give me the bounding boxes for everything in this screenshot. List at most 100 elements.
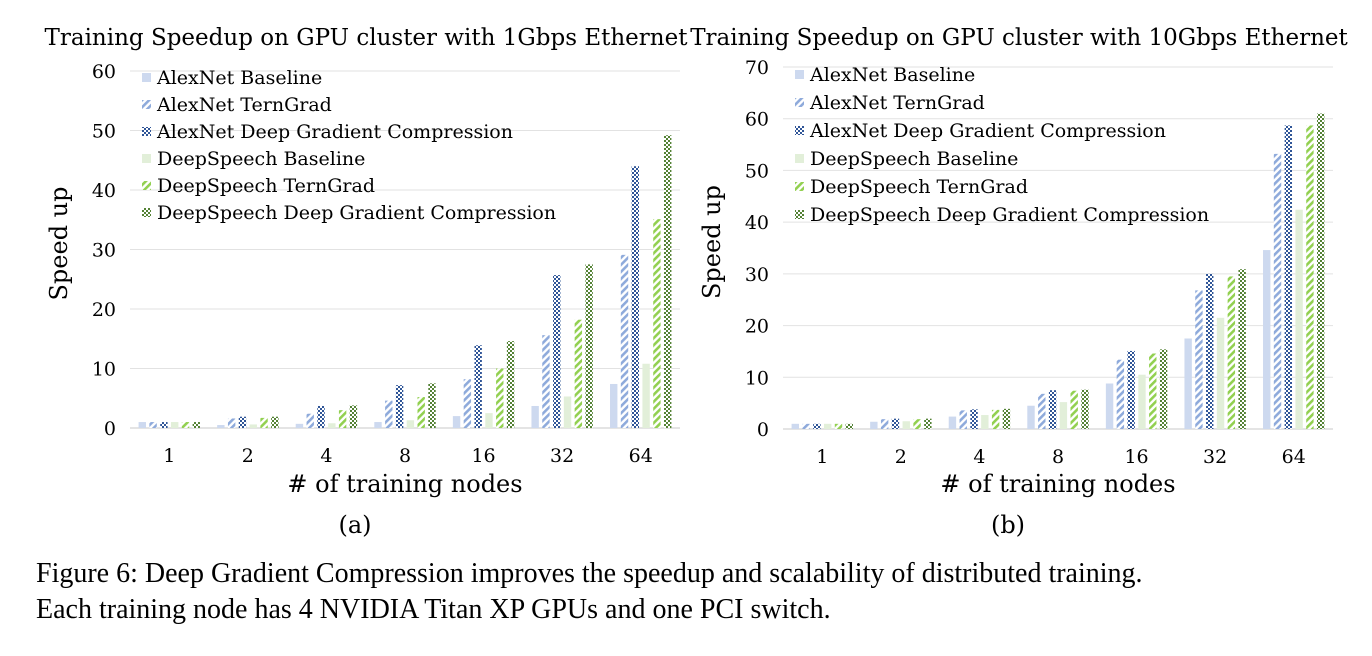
bar <box>485 413 493 428</box>
bar <box>891 418 900 429</box>
bar <box>834 423 843 429</box>
bar <box>406 420 415 428</box>
caption-line-1: Figure 6: Deep Gradient Compression impr… <box>36 558 1143 589</box>
y-tick-label: 10 <box>745 367 769 389</box>
bar <box>1284 125 1293 430</box>
bar <box>1184 338 1192 429</box>
bar <box>1105 383 1114 429</box>
bar <box>1206 273 1214 429</box>
bar <box>542 335 550 428</box>
legend-entry: DeepSpeech Baseline <box>810 148 1018 170</box>
bar <box>474 345 482 428</box>
bar <box>192 422 200 428</box>
legend-swatch <box>795 126 804 135</box>
bar <box>1070 390 1078 429</box>
bar <box>959 410 967 429</box>
bar <box>1059 402 1068 429</box>
bar <box>1081 389 1089 429</box>
bar <box>1138 374 1146 429</box>
bar <box>317 405 325 428</box>
bar <box>338 410 347 428</box>
bar <box>271 416 279 428</box>
bar <box>249 424 257 428</box>
bar <box>880 419 889 429</box>
legend-entry: AlexNet Baseline <box>156 67 322 89</box>
bar <box>610 383 618 428</box>
bar <box>1195 290 1203 429</box>
bar <box>227 418 236 428</box>
y-tick-label: 10 <box>92 359 116 381</box>
bar <box>1127 350 1135 429</box>
legend-swatch <box>142 127 151 136</box>
legend-swatch <box>795 210 804 219</box>
bar <box>991 409 1000 429</box>
bar <box>138 422 146 428</box>
chart-panel-a: 0 10 20 30 40 50 60 1 2 4 8 16 32 64 Training Speedup … <box>45 25 689 539</box>
y-tick-label: 50 <box>745 160 769 182</box>
x-tick-label: 1 <box>163 445 175 467</box>
bar <box>1002 408 1011 429</box>
bar <box>563 396 572 428</box>
y-tick-label: 50 <box>92 121 116 143</box>
bar <box>823 423 832 429</box>
y-tick-label: 0 <box>757 419 769 441</box>
bar <box>1317 113 1325 430</box>
legend-entry: DeepSpeech Deep Gradient Compression <box>810 204 1209 226</box>
x-tick-label: 64 <box>1282 446 1306 468</box>
legend-entry: DeepSpeech Baseline <box>157 148 365 170</box>
legend-entry: DeepSpeech TernGrad <box>810 176 1028 198</box>
bar <box>306 413 314 428</box>
bar <box>531 405 539 428</box>
bar <box>217 425 225 428</box>
legend-swatch <box>142 100 151 109</box>
x-tick-label: 4 <box>320 445 332 467</box>
legend: AlexNet Baseline AlexNet TernGrad AlexNet … <box>142 67 556 224</box>
chart-title: Training Speedup on GPU cluster with 10G… <box>690 25 1348 51</box>
bar <box>653 219 661 428</box>
bar <box>463 379 472 428</box>
bar <box>970 409 978 429</box>
bar <box>1273 153 1282 429</box>
bar <box>664 135 672 428</box>
legend-swatch <box>795 98 804 107</box>
bar <box>1048 390 1057 429</box>
bar <box>1159 349 1168 429</box>
caption-line-2: Each training node has 4 NVIDIA Titan XP… <box>36 594 831 625</box>
bar <box>349 405 358 428</box>
bar <box>1116 359 1125 429</box>
y-axis-label: Speed up <box>45 186 73 300</box>
y-tick-label: 30 <box>92 240 116 262</box>
legend-entry: AlexNet TernGrad <box>156 94 332 116</box>
bar <box>260 417 268 428</box>
bar <box>1216 317 1225 429</box>
y-tick-label: 70 <box>745 57 769 79</box>
x-tick-label: 1 <box>816 446 828 468</box>
bar <box>813 423 821 429</box>
bar <box>913 419 921 429</box>
chart-title: Training Speedup on GPU cluster with 1Gb… <box>45 25 689 51</box>
bar <box>1038 393 1046 429</box>
panel-label: (b) <box>991 511 1025 539</box>
bar <box>870 421 878 429</box>
legend: AlexNet Baseline AlexNet TernGrad AlexNet … <box>795 64 1209 226</box>
legend-swatch <box>142 73 151 82</box>
bar <box>506 341 515 428</box>
bar <box>295 423 304 428</box>
legend-entry: DeepSpeech TernGrad <box>157 175 375 197</box>
y-tick-label: 0 <box>104 418 116 440</box>
x-tick-label: 8 <box>1052 446 1064 468</box>
x-axis-label: # of training nodes <box>287 470 522 498</box>
legend-swatch <box>795 182 804 191</box>
bar <box>981 415 989 429</box>
x-tick-label: 2 <box>895 446 907 468</box>
legend-swatch <box>795 154 804 163</box>
y-axis-label: Speed up <box>698 185 726 299</box>
bar <box>1149 353 1157 429</box>
bar <box>1238 269 1246 429</box>
legend-entry: AlexNet Baseline <box>809 64 975 86</box>
legend-swatch <box>142 208 151 217</box>
bar <box>924 418 932 429</box>
bar <box>1027 405 1035 429</box>
y-tick-label: 40 <box>745 212 769 234</box>
